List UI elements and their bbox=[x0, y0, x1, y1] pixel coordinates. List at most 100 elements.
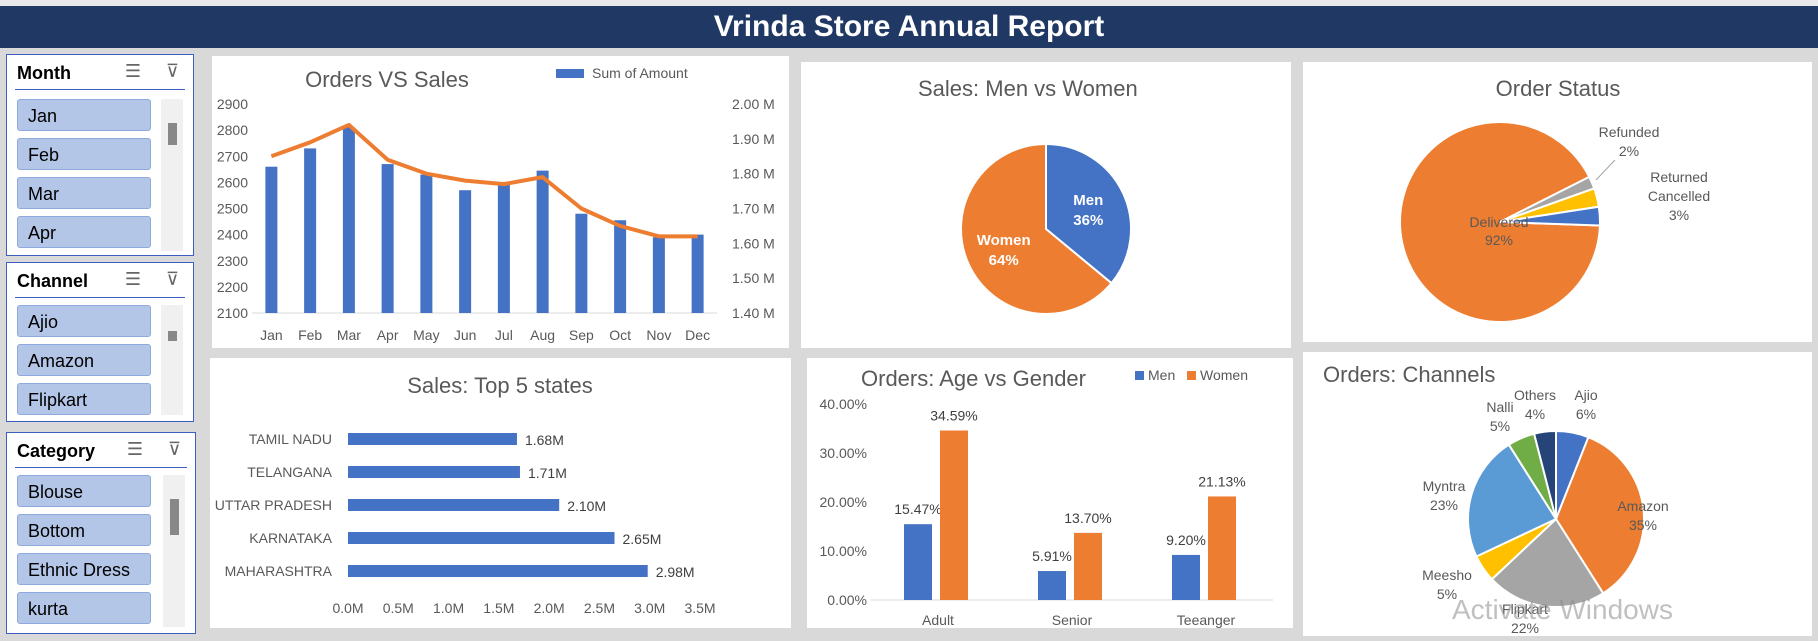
slice-label: Ajio bbox=[1574, 387, 1598, 403]
bar bbox=[904, 524, 932, 600]
x-tick-label: Jun bbox=[454, 327, 477, 343]
slicer-scrollbar[interactable] bbox=[163, 475, 185, 627]
slicer-item-amazon[interactable]: Amazon bbox=[17, 344, 151, 376]
y2-tick-label: 1.80 M bbox=[732, 166, 775, 182]
y-tick-label: TAMIL NADU bbox=[249, 431, 332, 447]
x-tick-label: 1.0M bbox=[433, 600, 464, 616]
slice-label: Others bbox=[1514, 387, 1556, 403]
slicer-item-blouse[interactable]: Blouse bbox=[17, 475, 151, 507]
y2-tick-label: 1.50 M bbox=[732, 270, 775, 286]
sales-line bbox=[270, 122, 698, 239]
slice-label: Flipkart bbox=[1502, 601, 1548, 617]
y2-tick-label: 1.90 M bbox=[732, 131, 775, 147]
bar bbox=[348, 466, 520, 478]
panel-channels[interactable]: Orders: Channels Ajio 6% Amazon 35% Flipkart 2… bbox=[1303, 352, 1812, 636]
slice-label: Cancelled bbox=[1648, 188, 1710, 204]
clear-filter-icon[interactable]: ⊽ bbox=[165, 269, 179, 289]
slicer-header: Month ☰ ⊽ bbox=[15, 55, 185, 90]
y2-tick-label: 1.60 M bbox=[732, 235, 775, 251]
slice-pct: 36% bbox=[1073, 212, 1103, 229]
data-label: 21.13% bbox=[1198, 473, 1245, 489]
x-tick-label: Senior bbox=[1052, 612, 1093, 628]
pie-slice-cancelled bbox=[1499, 205, 1601, 227]
slicer-scrollbar[interactable] bbox=[161, 99, 183, 251]
bar bbox=[652, 237, 665, 313]
chart-title: Orders: Age vs Gender bbox=[861, 366, 1086, 391]
bar bbox=[420, 174, 433, 313]
y-tick-label: MAHARASHTRA bbox=[225, 563, 333, 579]
slice-pct: 5% bbox=[1437, 586, 1457, 602]
panel-top5-states[interactable]: Sales: Top 5 states TAMIL NADU 1.68M TELANG… bbox=[210, 358, 791, 628]
activate-windows-watermark: Activate Windows bbox=[1452, 594, 1673, 625]
y-tick-label: 2400 bbox=[217, 227, 248, 243]
clear-filter-icon[interactable]: ⊽ bbox=[167, 439, 181, 459]
chart-order-status: Order Status Delivered 92% Refunded 2% Return… bbox=[1399, 76, 1710, 323]
scroll-thumb[interactable] bbox=[170, 499, 179, 535]
data-label: 34.59% bbox=[930, 408, 977, 424]
slicer-item-ajio[interactable]: Ajio bbox=[17, 305, 151, 337]
data-label: 2.98M bbox=[656, 564, 695, 580]
pie-slice-women bbox=[960, 142, 1113, 315]
legend-swatch bbox=[1135, 371, 1144, 380]
data-label: 5.91% bbox=[1032, 548, 1072, 564]
panel-order-status[interactable]: Order Status Delivered 92% Refunded 2% Return… bbox=[1303, 62, 1812, 342]
x-tick-label: Feb bbox=[298, 327, 322, 343]
x-tick-label: Dec bbox=[685, 327, 710, 343]
scroll-thumb[interactable] bbox=[168, 331, 177, 341]
data-label: 13.70% bbox=[1064, 510, 1111, 526]
panel-age-vs-gender[interactable]: Orders: Age vs Gender Men Women 40.00% 30.00… bbox=[807, 358, 1293, 628]
multi-select-icon[interactable]: ☰ bbox=[124, 269, 141, 289]
report-title: Vrinda Store Annual Report bbox=[0, 6, 1818, 48]
x-tick-label: 0.0M bbox=[332, 600, 363, 616]
pie-slice-amazon bbox=[1554, 435, 1645, 595]
y-tick-label: UTTAR PRADESH bbox=[215, 497, 332, 513]
x-tick-label: 2.5M bbox=[584, 600, 615, 616]
x-tick-label: Jul bbox=[495, 327, 513, 343]
slicer-item-flipkart[interactable]: Flipkart bbox=[17, 383, 151, 415]
bar bbox=[304, 148, 317, 313]
slicer-item-feb[interactable]: Feb bbox=[17, 138, 151, 170]
pie-slice-myntra bbox=[1467, 443, 1558, 558]
slice-pct: 6% bbox=[1576, 406, 1596, 422]
y-tick-label: 2300 bbox=[217, 253, 248, 269]
multi-select-icon[interactable]: ☰ bbox=[126, 439, 143, 459]
slice-label: Men bbox=[1073, 192, 1103, 209]
legend-label: Women bbox=[1200, 367, 1248, 383]
legend-swatch bbox=[1187, 371, 1196, 380]
y-tick-label: 2500 bbox=[217, 201, 248, 217]
bar bbox=[1074, 532, 1102, 600]
x-tick-label: Oct bbox=[609, 327, 631, 343]
bar bbox=[497, 183, 510, 313]
x-tick-label: Nov bbox=[646, 327, 671, 343]
data-label: 1.68M bbox=[525, 432, 564, 448]
slicer-channel: Channel ☰ ⊽ Ajio Amazon Flipkart bbox=[6, 262, 194, 422]
chart-orders-vs-sales: Orders VS Sales Sum of Amount 2900 2800 2700… bbox=[217, 65, 775, 343]
slicer-item-kurta[interactable]: kurta bbox=[17, 592, 151, 624]
bar bbox=[940, 430, 968, 600]
y-tick-label: 30.00% bbox=[820, 445, 867, 461]
slice-pct: 4% bbox=[1525, 406, 1545, 422]
slice-pct: 64% bbox=[989, 252, 1019, 269]
slicer-item-bottom[interactable]: Bottom bbox=[17, 514, 151, 546]
slice-pct: 5% bbox=[1490, 418, 1510, 434]
y-tick-label: 0.00% bbox=[827, 592, 867, 608]
slicer-scrollbar[interactable] bbox=[161, 305, 183, 415]
slice-pct: 35% bbox=[1629, 517, 1657, 533]
scroll-thumb[interactable] bbox=[168, 123, 177, 145]
panel-men-vs-women[interactable]: Sales: Men vs Women Men 36% Women 64% bbox=[801, 62, 1291, 348]
x-tick-label: Adult bbox=[922, 612, 954, 628]
slicer-item-apr[interactable]: Apr bbox=[17, 216, 151, 248]
bar bbox=[348, 532, 615, 544]
slicer-item-ethnic-dress[interactable]: Ethnic Dress bbox=[17, 553, 151, 585]
y-tick-label: 20.00% bbox=[820, 494, 867, 510]
slicer-month: Month ☰ ⊽ Jan Feb Mar Apr bbox=[6, 54, 194, 256]
chart-title: Sales: Top 5 states bbox=[407, 373, 593, 398]
panel-orders-vs-sales[interactable]: Orders VS Sales Sum of Amount 2900 2800 2700… bbox=[212, 56, 789, 348]
slicer-header: Channel ☰ ⊽ bbox=[15, 263, 185, 298]
y-tick-label: 40.00% bbox=[820, 396, 867, 412]
clear-filter-icon[interactable]: ⊽ bbox=[165, 61, 179, 81]
slicer-item-mar[interactable]: Mar bbox=[17, 177, 151, 209]
multi-select-icon[interactable]: ☰ bbox=[124, 61, 141, 81]
x-tick-label: Apr bbox=[377, 327, 399, 343]
slicer-item-jan[interactable]: Jan bbox=[17, 99, 151, 131]
